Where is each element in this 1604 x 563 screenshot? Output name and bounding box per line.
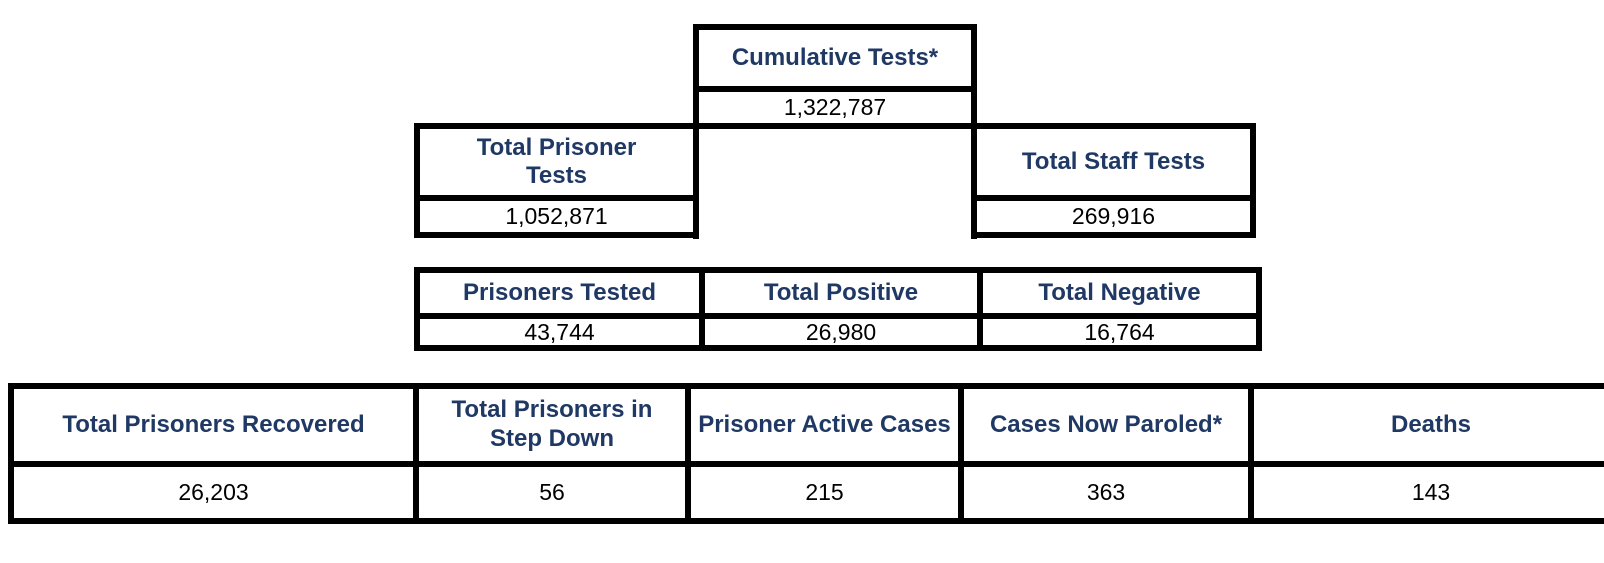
prisoners-recovered-header: Total Prisoners Recovered [8,383,419,467]
cases-summary-header-row: Total Prisoners Recovered Total Prisoner… [8,383,1604,467]
cumulative-tests-value: 1,322,787 [783,94,887,120]
step-down-header: Total Prisoners in Step Down [413,383,691,467]
tests-breakdown-table: Prisoners Tested Total Positive Total Ne… [414,267,1262,351]
cumulative-tests-box: Cumulative Tests* 1,322,787 [693,24,977,129]
total-prisoner-tests-value: 1,052,871 [505,203,608,229]
cases-paroled-header: Cases Now Paroled* [958,383,1254,467]
step-down-value: 56 [413,461,691,524]
active-cases-header: Prisoner Active Cases [685,383,964,467]
total-positive-value: 26,980 [699,313,983,351]
deaths-header: Deaths [1248,383,1604,467]
cases-summary-table: Total Prisoners Recovered Total Prisoner… [8,383,1604,524]
cumulative-tests-label: Cumulative Tests* [699,30,971,92]
cases-summary-value-row: 26,203 56 215 363 143 [8,461,1604,524]
prisoners-tested-header: Prisoners Tested [414,267,705,319]
total-staff-tests-value: 269,916 [1071,203,1156,229]
prisoners-tested-value: 43,744 [414,313,705,351]
total-negative-value: 16,764 [977,313,1262,351]
active-cases-value: 215 [685,461,964,524]
deaths-value: 143 [1248,461,1604,524]
tests-breakdown-header-row: Prisoners Tested Total Positive Total Ne… [414,267,1262,319]
prisoners-recovered-value: 26,203 [8,461,419,524]
total-staff-tests-box: Total Staff Tests 269,916 [971,123,1256,238]
total-positive-header: Total Positive [699,267,983,319]
total-negative-header: Total Negative [977,267,1262,319]
tests-breakdown-value-row: 43,744 26,980 16,764 [414,313,1262,351]
cases-paroled-value: 363 [958,461,1254,524]
total-prisoner-tests-label: Total Prisoner Tests [420,129,693,201]
total-prisoner-tests-box: Total Prisoner Tests 1,052,871 [414,123,699,238]
connector-cell [693,129,977,239]
total-staff-tests-label: Total Staff Tests [977,129,1250,201]
